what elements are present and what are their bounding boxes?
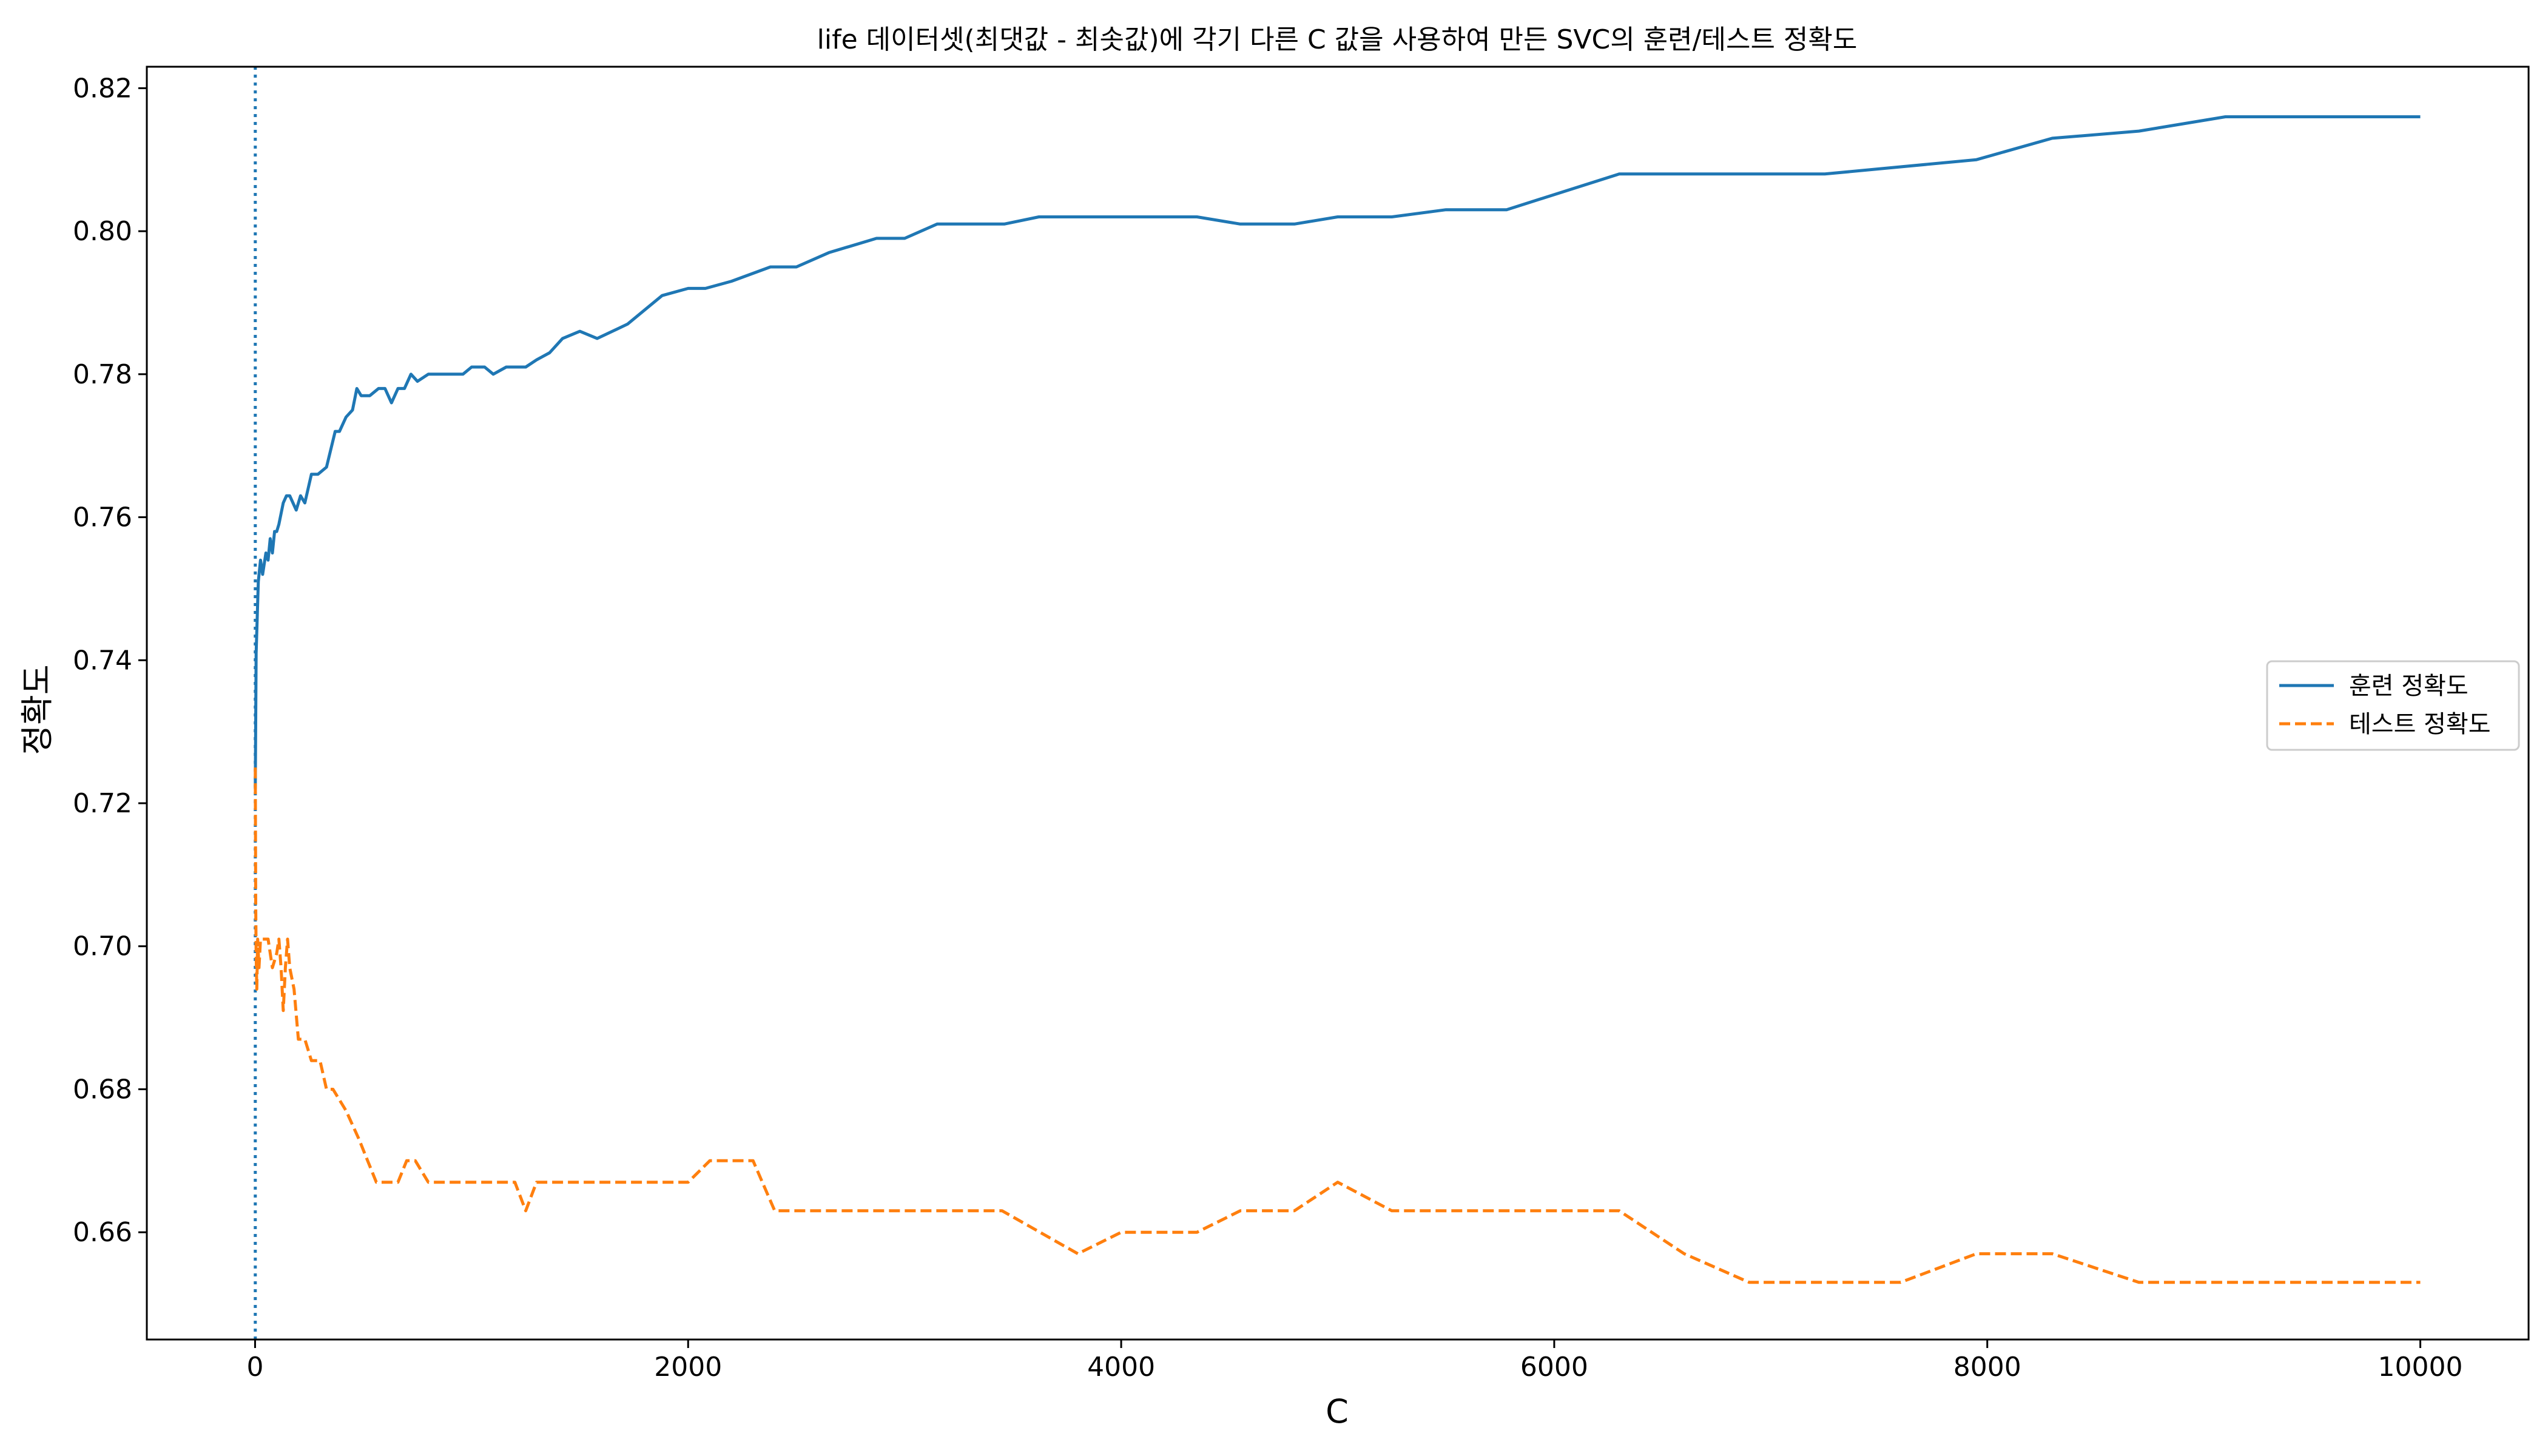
y-tick-label: 0.82 — [73, 73, 132, 104]
y-axis-label: 정확도 — [18, 664, 56, 755]
y-tick-label: 0.74 — [73, 645, 132, 676]
plot-frame — [146, 66, 2530, 1341]
legend-label-1: 훈련 정확도 — [2349, 672, 2469, 700]
y-tick-label: 0.76 — [73, 502, 132, 533]
y-tick-label: 0.78 — [73, 359, 132, 390]
x-tick-label: 0 — [246, 1352, 263, 1383]
x-tick-label: 8000 — [1953, 1352, 2021, 1383]
axes: 0 2000 4000 6000 8000 10000 0.66 0.68 0.70 0.72 0.… — [73, 66, 2530, 1383]
series-line-2 — [254, 767, 2421, 1284]
chart-title: life 데이터셋(최댓값 - 최솟값)에 각기 다른 C 값을 사용하여 만든… — [817, 24, 1858, 55]
x-tick-label: 2000 — [654, 1352, 722, 1383]
legend-label-2: 테스트 정확도 — [2349, 710, 2491, 738]
x-tick-label: 6000 — [1520, 1352, 1588, 1383]
x-tick-label: 10000 — [2378, 1352, 2463, 1383]
y-tick-label: 0.68 — [73, 1074, 132, 1105]
x-axis-label: C — [1326, 1392, 1349, 1431]
x-tick-label: 4000 — [1087, 1352, 1155, 1383]
y-tick-label: 0.66 — [73, 1217, 132, 1248]
legend-box — [2266, 660, 2520, 751]
y-tick-label: 0.80 — [73, 216, 132, 247]
y-tick-label: 0.72 — [73, 788, 132, 819]
series-line-1 — [254, 115, 2421, 789]
plot-area — [254, 67, 2421, 1340]
y-tick-label: 0.70 — [73, 931, 132, 962]
